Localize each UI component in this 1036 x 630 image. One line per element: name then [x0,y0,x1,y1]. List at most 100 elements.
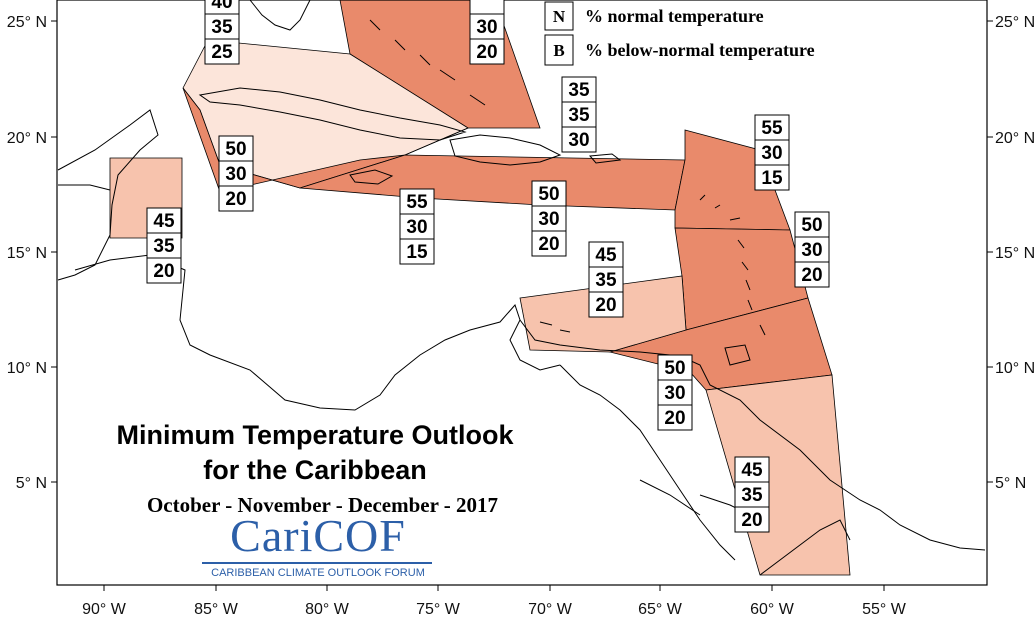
forecast-cell [794,261,830,288]
normal-value: 30 [664,383,685,404]
forecast-cell [218,135,254,162]
map-axes: 90° W 85° W 80° W 75° W 70° W 65° W 60° W 55° W… [7,14,1035,618]
legend: N % normal temperature B % below-normal … [544,1,815,66]
map-subtitle: October - November - December - 2017 [146,493,499,517]
forecast-cell [657,404,693,431]
above-normal-value: 55 [761,118,783,139]
forecast-cell [218,185,254,212]
legend-label-below-normal: % below-normal temperature [585,40,815,60]
lon-label: 90° W [82,601,127,618]
coast-abc-islands [539,321,571,333]
below-normal-value: 20 [476,42,497,63]
coast-south-america [519,319,986,561]
legend-key-b: B [553,41,564,60]
legend-key-box-n [544,1,574,31]
normal-value: 35 [153,236,175,257]
lat-label-right: 25° N [995,14,1035,31]
zone-guianas [705,374,851,576]
forecast-cell [218,160,254,187]
below-normal-value: 30 [568,130,589,151]
above-normal-value: 50 [538,184,559,205]
forecast-box-guianas: 45 35 20 [734,456,770,533]
forecast-cell [754,139,790,166]
lat-label-left: 25° N [7,14,47,31]
forecast-cell [794,211,830,238]
lon-label: 55° W [862,601,907,618]
forecast-box-jamaica: 55 30 15 [399,188,435,265]
forecast-cell [794,236,830,263]
map-title-line2: for the Caribbean [203,455,427,485]
below-normal-value: 20 [153,261,174,282]
forecast-cell [146,207,182,234]
lat-label-right: 5° N [995,475,1026,492]
coast-jamaica [349,169,394,185]
normal-value: 30 [538,209,559,230]
zone-cayman-jamaica [182,87,469,193]
forecast-cell [399,213,435,240]
forecast-box-cayman-jamaica-west: 50 30 20 [218,135,254,212]
coast-trinidad [724,344,751,366]
normal-value: 35 [568,105,590,126]
below-normal-value: 20 [225,189,246,210]
forecast-cell [146,257,182,284]
coastlines [57,0,986,576]
above-normal-value: 45 [595,245,617,266]
forecast-boxes: 4035253020353530503020453520553015503020… [146,0,830,533]
lat-label-right: 15° N [995,245,1035,262]
forecast-cell [561,126,597,153]
forecast-cell [146,232,182,259]
forecast-cell [531,180,567,207]
logo-subtitle: CARIBBEAN CLIMATE OUTLOOK FORUM [211,567,425,579]
coast-puerto-rico [588,153,622,164]
below-normal-value: 15 [406,242,428,263]
forecast-cell [657,354,693,381]
legend-label-normal: % normal temperature [585,6,764,26]
below-normal-value: 20 [595,295,616,316]
coast-cuba [198,87,467,141]
forecast-cell [561,76,597,103]
above-normal-value: 40 [211,0,232,13]
forecast-cell [204,38,240,65]
lon-label: 60° W [750,601,795,618]
normal-value: 35 [741,485,763,506]
forecast-cell [469,38,505,65]
lat-label-right: 10° N [995,360,1035,377]
lat-label-right: 20° N [995,130,1035,147]
coast-lesser-antilles [699,194,766,336]
logo-underline [202,562,432,564]
above-normal-value: 50 [225,139,246,160]
forecast-cell [531,230,567,257]
coast-hispaniola [449,134,562,166]
normal-value: 30 [225,164,246,185]
below-normal-value: 20 [538,234,559,255]
forecast-cell [469,0,505,15]
forecast-cell [588,241,624,268]
legend-key-box-b [544,34,574,66]
forecast-cell [734,506,770,533]
below-normal-value: 20 [664,408,685,429]
normal-value: 30 [476,17,497,38]
forecast-cell [754,114,790,141]
normal-value: 35 [211,17,233,38]
forecast-cell [588,291,624,318]
lon-label: 85° W [194,601,239,618]
forecast-box-windwards: 50 30 20 [794,211,830,288]
normal-value: 35 [595,270,617,291]
lat-label-left: 15° N [7,245,47,262]
lon-label: 70° W [528,601,573,618]
normal-value: 30 [801,240,822,261]
below-normal-value: 15 [761,168,783,189]
above-normal-value: 35 [568,80,590,101]
forecast-box-belize: 45 35 20 [146,207,182,284]
forecast-cell [734,456,770,483]
normal-value: 30 [761,143,782,164]
forecast-box-trinidad-tobago: 50 30 20 [657,354,693,431]
forecast-cell [657,379,693,406]
lat-label-left: 20° N [7,130,47,147]
below-normal-value: 25 [211,42,233,63]
lat-label-left: 5° N [16,475,47,492]
map-title-line1: Minimum Temperature Outlook [116,420,514,450]
normal-value: 30 [406,217,427,238]
lon-label: 80° W [305,601,350,618]
